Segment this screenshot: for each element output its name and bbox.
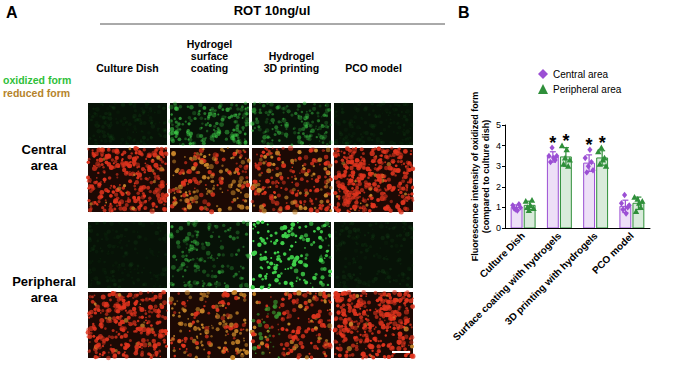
svg-text:(compared to culture dish): (compared to culture dish) [481,120,491,234]
svg-text:4: 4 [496,141,501,151]
svg-text:B: B [458,4,470,21]
svg-text:coating: coating [191,62,228,74]
svg-text:Central area: Central area [553,69,608,80]
svg-text:Central: Central [22,142,67,157]
svg-text:3D printing: 3D printing [264,62,319,74]
svg-text:area: area [31,158,59,173]
svg-text:surface: surface [191,50,229,62]
svg-text:reduced form: reduced form [3,87,70,99]
svg-text:Hydrogel: Hydrogel [269,50,315,62]
svg-text:area: area [31,290,59,305]
svg-text:*: * [562,131,569,151]
svg-text:2: 2 [496,182,501,192]
svg-text:PCO model: PCO model [590,230,636,276]
svg-text:A: A [6,4,18,21]
svg-text:PCO model: PCO model [345,62,402,74]
svg-text:Surface coating with hydrogels: Surface coating with hydrogels [450,230,564,343]
svg-text:Culture Dish: Culture Dish [96,62,158,74]
svg-text:1: 1 [496,202,501,212]
svg-text:0: 0 [496,223,501,233]
svg-text:ROT 10ng/ul: ROT 10ng/ul [234,3,311,18]
svg-text:Culture Dish: Culture Dish [477,230,527,280]
svg-text:Peripheral area: Peripheral area [553,84,622,95]
svg-text:5: 5 [496,120,501,130]
svg-text:*: * [586,135,593,155]
svg-text:oxidized form: oxidized form [3,74,71,86]
svg-text:3D printing with hydrogels: 3D printing with hydrogels [503,230,600,327]
svg-text:*: * [549,133,556,153]
svg-text:Fluorescence intensity of oxid: Fluorescence intensity of oxidized form [470,92,480,262]
svg-text:3: 3 [496,161,501,171]
svg-text:Peripheral: Peripheral [12,274,76,289]
svg-text:*: * [599,133,606,153]
svg-text:Hydrogel: Hydrogel [187,38,233,50]
